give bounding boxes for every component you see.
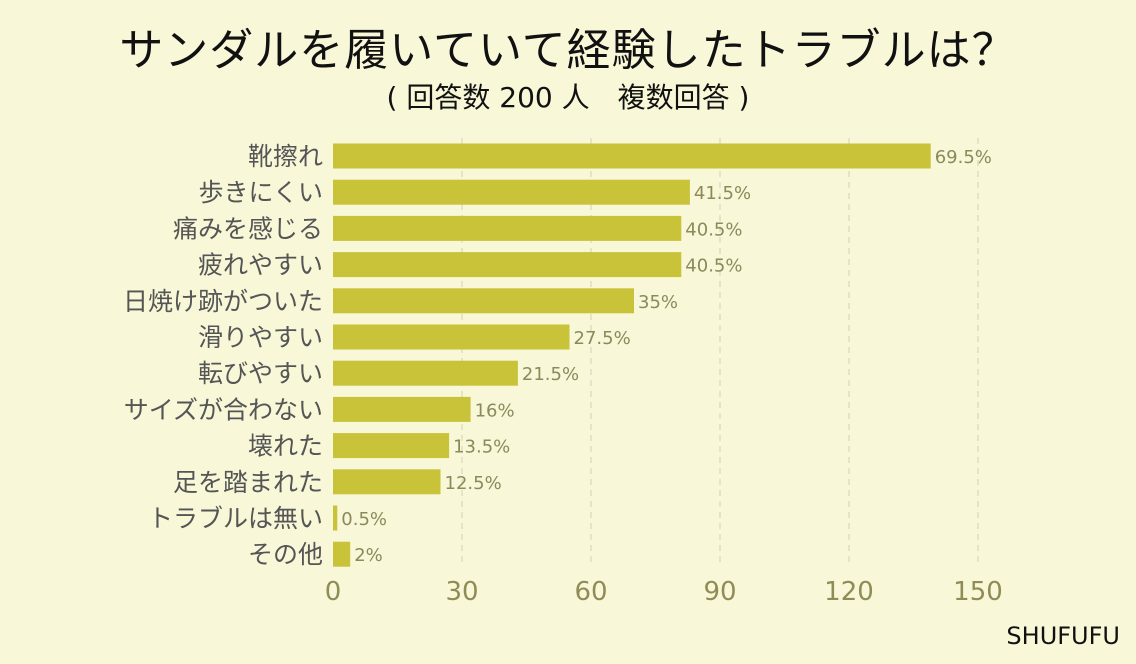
value-label: 13.5% xyxy=(453,437,510,458)
bar xyxy=(333,143,931,169)
value-label: 0.5% xyxy=(341,509,387,530)
x-tick-label: 150 xyxy=(953,577,1003,607)
chart-title: サンダルを履いていて経験したトラブルは？ xyxy=(119,25,1017,76)
value-label: 21.5% xyxy=(522,364,579,385)
x-tick-label: 30 xyxy=(445,577,478,607)
category-label: 歩きにくい xyxy=(198,178,323,207)
x-tick-label: 0 xyxy=(325,577,342,607)
value-label: 16% xyxy=(475,400,515,421)
category-label: 靴擦れ xyxy=(248,142,323,171)
category-label: 日焼け跡がついた xyxy=(123,287,323,316)
category-label: サイズが合わない xyxy=(124,395,323,424)
bar xyxy=(333,324,570,350)
bar xyxy=(333,469,441,495)
bar xyxy=(333,215,682,241)
bar xyxy=(333,179,690,205)
category-label: 痛みを感じる xyxy=(173,214,323,243)
value-label: 35% xyxy=(638,292,678,313)
value-label: 40.5% xyxy=(685,219,742,240)
category-labels: 靴擦れ歩きにくい痛みを感じる疲れやすい日焼け跡がついた滑りやすい転びやすいサイズ… xyxy=(123,142,323,569)
x-tick-label: 60 xyxy=(574,577,607,607)
category-label: トラブルは無い xyxy=(148,504,323,533)
category-label: 滑りやすい xyxy=(198,323,323,352)
bar xyxy=(333,396,471,422)
category-label: 足を踏まれた xyxy=(173,468,323,497)
bar xyxy=(333,505,338,531)
category-label: 転びやすい xyxy=(198,359,323,388)
value-label: 69.5% xyxy=(935,147,992,168)
bar xyxy=(333,252,682,278)
bar xyxy=(333,360,518,386)
value-label: 41.5% xyxy=(694,183,751,204)
value-label: 12.5% xyxy=(445,473,502,494)
value-label: 27.5% xyxy=(574,328,631,349)
chart-subtitle: ( 回答数 200 人 複数回答 ) xyxy=(386,81,750,114)
brand-logo-text: SHUFUFU xyxy=(1006,622,1120,650)
category-label: その他 xyxy=(248,540,323,569)
x-tick-label: 90 xyxy=(703,577,736,607)
category-label: 疲れやすい xyxy=(198,251,323,280)
category-label: 壊れた xyxy=(248,432,323,461)
value-label: 2% xyxy=(354,545,383,566)
bar xyxy=(333,433,450,459)
x-tick-label: 120 xyxy=(824,577,874,607)
gridlines xyxy=(461,138,979,566)
bars xyxy=(333,143,931,567)
value-label: 40.5% xyxy=(685,256,742,277)
bar xyxy=(333,541,351,567)
value-labels: 69.5% 41.5% 40.5% 40.5% 35% 27.5% 21.5% 16% 13.5… xyxy=(341,147,992,566)
x-axis-ticks: 0 30 60 90 120 150 xyxy=(325,577,1003,607)
bar xyxy=(333,288,634,314)
